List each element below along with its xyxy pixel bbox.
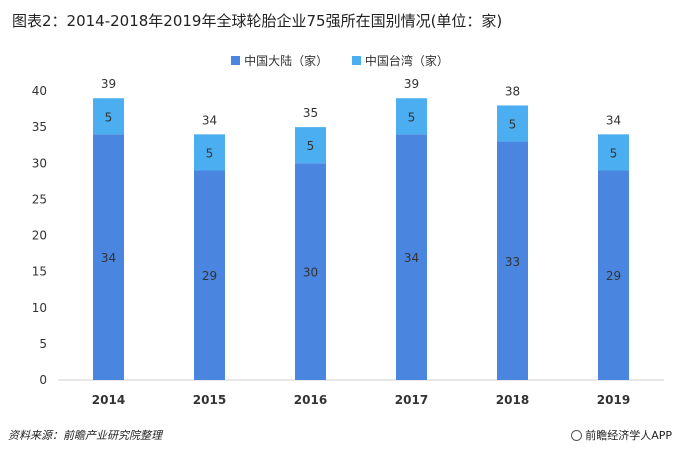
- chart-title: 图表2：2014-2018年2019年全球轮胎企业75强所在国别情况(单位：家): [12, 12, 503, 30]
- brand-logo-icon: [571, 429, 583, 441]
- legend-item-mainland: 中国大陆（家）: [231, 52, 328, 69]
- bar-mainland: [93, 134, 124, 380]
- bar-mainland: [396, 134, 427, 380]
- bar-mainland: [598, 170, 629, 380]
- legend-label-taiwan: 中国台湾（家）: [364, 54, 449, 68]
- data-label-mainland: 34: [404, 251, 419, 265]
- x-tick-label: 2015: [193, 393, 226, 407]
- data-label-taiwan: 5: [307, 139, 315, 153]
- y-tick-label: 35: [32, 120, 47, 134]
- data-label-total: 34: [606, 113, 621, 127]
- brand-credit: 前瞻经济学人APP: [571, 427, 672, 443]
- data-label-total: 38: [505, 84, 520, 98]
- legend-swatch-mainland: [231, 56, 241, 65]
- bar-taiwan: [598, 134, 629, 171]
- data-label-taiwan: 5: [408, 110, 416, 124]
- data-label-taiwan: 5: [206, 146, 214, 160]
- data-label-total: 39: [404, 77, 419, 91]
- bar-taiwan: [295, 127, 326, 164]
- x-tick-label: 2016: [294, 393, 327, 407]
- bar-taiwan: [396, 98, 427, 135]
- bar-mainland: [295, 163, 326, 380]
- y-tick-label: 30: [32, 156, 47, 170]
- data-label-mainland: 29: [606, 269, 621, 283]
- y-tick-label: 0: [39, 373, 47, 387]
- data-label-mainland: 33: [505, 255, 520, 269]
- data-label-taiwan: 5: [509, 118, 517, 132]
- y-tick-label: 10: [32, 301, 47, 315]
- x-tick-label: 2017: [395, 393, 428, 407]
- data-label-taiwan: 5: [105, 110, 113, 124]
- y-tick-label: 25: [32, 192, 47, 206]
- bar-mainland: [497, 141, 528, 380]
- data-label-mainland: 29: [202, 269, 217, 283]
- y-tick-label: 15: [32, 265, 47, 279]
- brand-name: 前瞻经济学人APP: [585, 429, 672, 442]
- x-tick-label: 2014: [92, 393, 125, 407]
- x-tick-label: 2019: [597, 393, 630, 407]
- legend-item-taiwan: 中国台湾（家）: [351, 52, 449, 69]
- data-label-taiwan: 5: [610, 146, 618, 160]
- legend-swatch-taiwan: [351, 56, 361, 65]
- data-label-total: 39: [101, 77, 116, 91]
- bar-taiwan: [194, 134, 225, 171]
- data-label-mainland: 30: [303, 266, 318, 280]
- y-tick-label: 5: [39, 337, 47, 351]
- bar-mainland: [194, 170, 225, 380]
- data-label-total: 34: [202, 113, 217, 127]
- x-tick-label: 2018: [496, 393, 529, 407]
- y-tick-label: 40: [32, 84, 47, 98]
- legend-label-mainland: 中国大陆（家）: [244, 54, 329, 68]
- legend: 中国大陆（家） 中国台湾（家）: [0, 52, 680, 69]
- data-label-mainland: 34: [101, 251, 116, 265]
- bar-taiwan: [497, 105, 528, 142]
- bar-taiwan: [93, 98, 124, 135]
- y-tick-label: 20: [32, 229, 47, 243]
- data-label-total: 35: [303, 106, 318, 120]
- source-note: 资料来源：前瞻产业研究院整理: [8, 429, 162, 442]
